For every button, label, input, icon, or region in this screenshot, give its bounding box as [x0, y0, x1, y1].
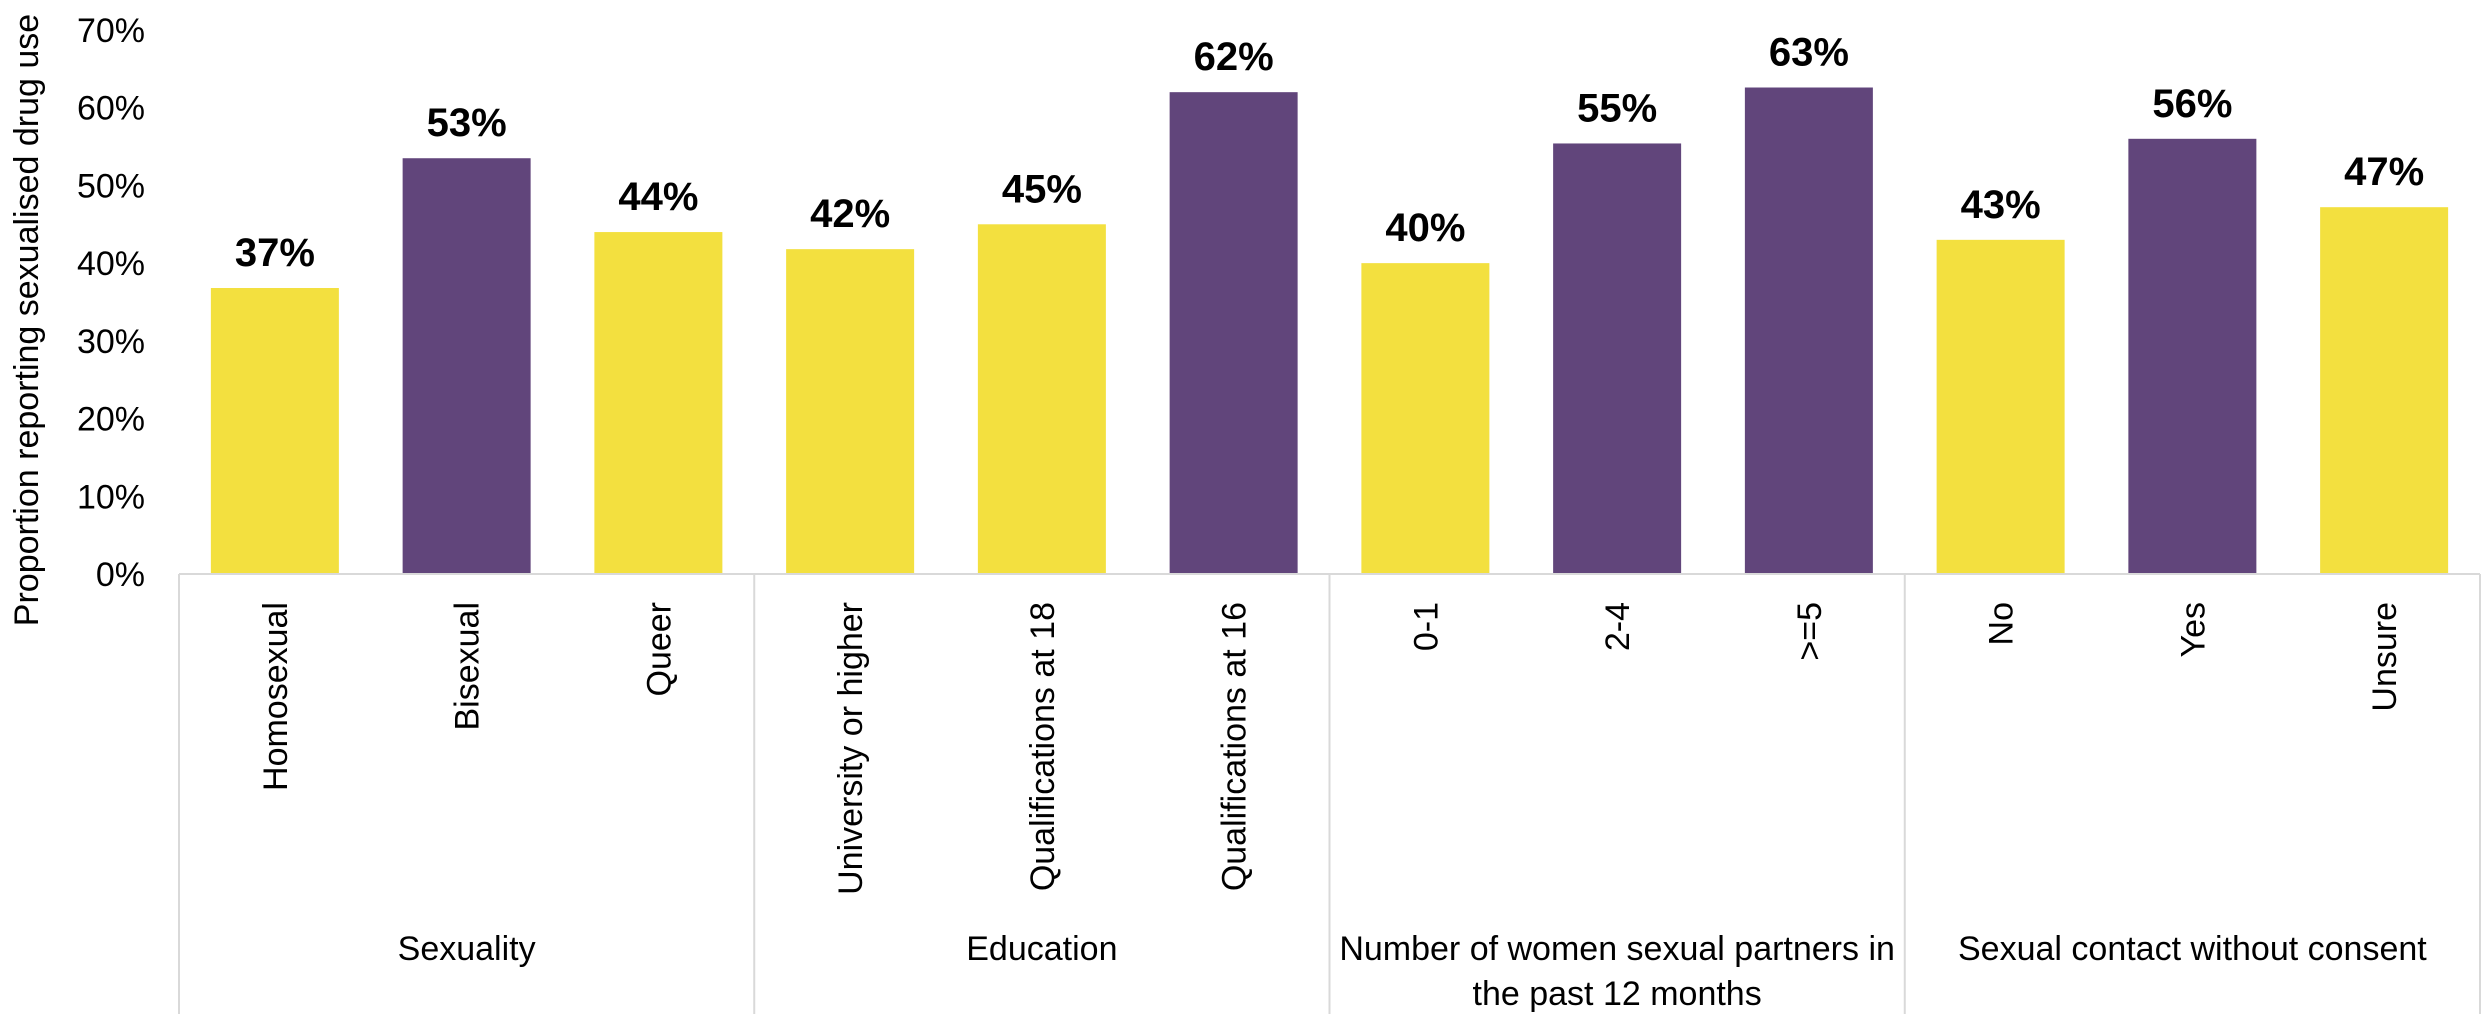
y-axis-ticks: 0% 10% 20% 30% 40% 50% 60% 70%: [77, 12, 145, 594]
data-label: 53%: [427, 101, 507, 145]
data-label: 37%: [235, 231, 315, 275]
group-labels: Sexuality Education Number of women sexual…: [398, 930, 2428, 1013]
bar-queer: [594, 232, 722, 574]
bar-homosexual: [211, 288, 339, 574]
category-label: No: [1983, 602, 2021, 645]
bar-qualifications-at-16: [1170, 92, 1298, 574]
category-label: Qualifications at 16: [1216, 602, 1254, 891]
data-label: 42%: [810, 192, 890, 236]
data-label: 43%: [1961, 183, 2041, 227]
category-label: >=5: [1791, 602, 1829, 661]
y-tick-label: 50%: [77, 167, 145, 205]
category-label: 2-4: [1599, 602, 1637, 651]
y-tick-label: 10%: [77, 478, 145, 516]
group-label: Sexuality: [398, 930, 536, 968]
data-labels: 37% 53% 44% 42% 45% 62% 40% 55% 63% 43% 56% 47%: [235, 31, 2424, 276]
y-tick-label: 40%: [77, 245, 145, 283]
group-label: the past 12 months: [1473, 975, 1762, 1013]
y-axis-title: Proportion reporting sexualised drug use: [8, 14, 46, 626]
category-label: 0-1: [1407, 602, 1445, 651]
data-label: 56%: [2152, 82, 2232, 126]
bar-unsure: [2320, 207, 2448, 574]
y-tick-label: 60%: [77, 90, 145, 128]
group-label: Education: [966, 930, 1117, 968]
category-label: Queer: [640, 602, 678, 697]
bar-0-1: [1361, 263, 1489, 574]
y-tick-label: 0%: [96, 556, 145, 594]
data-label: 63%: [1769, 31, 1849, 75]
bar-no: [1937, 240, 2065, 574]
bars: [211, 88, 2448, 574]
bar-yes: [2128, 139, 2256, 574]
data-label: 47%: [2344, 150, 2424, 194]
data-label: 55%: [1577, 86, 1657, 130]
category-label: Homosexual: [257, 602, 295, 791]
bar-5: [1745, 88, 1873, 574]
y-tick-label: 20%: [77, 401, 145, 439]
group-label: Number of women sexual partners in: [1339, 930, 1895, 968]
y-tick-label: 30%: [77, 323, 145, 361]
data-label: 62%: [1194, 35, 1274, 79]
data-label: 44%: [618, 175, 698, 219]
bar-2-4: [1553, 143, 1681, 574]
category-label: Qualifications at 18: [1024, 602, 1062, 891]
bar-university-or-higher: [786, 249, 914, 574]
data-label: 40%: [1385, 206, 1465, 250]
category-label: Unsure: [2366, 602, 2404, 712]
category-label: Yes: [2174, 602, 2212, 657]
bar-bisexual: [403, 158, 531, 574]
category-label: Bisexual: [449, 602, 487, 731]
group-label: Sexual contact without consent: [1958, 930, 2427, 968]
data-label: 45%: [1002, 167, 1082, 211]
category-label: University or higher: [832, 602, 870, 895]
y-tick-label: 70%: [77, 12, 145, 50]
bar-qualifications-at-18: [978, 224, 1106, 574]
